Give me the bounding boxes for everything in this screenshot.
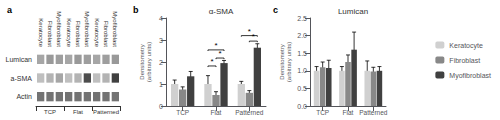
svg-text:(arbitrary units): (arbitrary units) — [286, 42, 292, 82]
svg-text:2.5: 2.5 — [297, 15, 307, 22]
svg-text:TCP: TCP — [176, 109, 189, 116]
svg-text:*: * — [248, 27, 251, 36]
svg-text:Actin: Actin — [16, 93, 32, 100]
svg-text:Fibroblast: Fibroblast — [103, 21, 109, 48]
svg-text:2.0: 2.0 — [297, 32, 307, 39]
svg-text:Fibroblast: Fibroblast — [449, 57, 480, 64]
svg-text:Myofibroblast: Myofibroblast — [449, 72, 491, 80]
svg-text:Lumican: Lumican — [338, 7, 368, 16]
svg-text:Flat: Flat — [73, 109, 83, 115]
svg-text:0.0: 0.0 — [297, 103, 307, 110]
svg-text:Myofibroblast: Myofibroblast — [84, 11, 90, 47]
svg-text:3: 3 — [159, 37, 163, 44]
svg-text:(arbitrary units): (arbitrary units) — [146, 42, 152, 82]
svg-text:Keratocyte: Keratocyte — [449, 42, 483, 50]
svg-text:1.0: 1.0 — [297, 67, 307, 74]
svg-text:0.5: 0.5 — [297, 85, 307, 92]
svg-text:Flat: Flat — [343, 109, 354, 116]
svg-text:Patterned: Patterned — [359, 109, 388, 116]
svg-text:Fibroblast: Fibroblast — [47, 21, 53, 48]
svg-text:4: 4 — [159, 15, 163, 22]
svg-text:TCP: TCP — [44, 109, 56, 115]
svg-text:Patterned: Patterned — [235, 109, 264, 116]
svg-text:Myofibroblast: Myofibroblast — [56, 11, 62, 47]
svg-text:Keratocyte: Keratocyte — [38, 18, 44, 47]
svg-text:*: * — [210, 57, 213, 66]
svg-text:*: * — [214, 41, 217, 50]
svg-text:c: c — [273, 5, 278, 15]
svg-text:Densitometry: Densitometry — [139, 44, 145, 79]
svg-text:1: 1 — [159, 81, 163, 88]
svg-text:Fibroblast: Fibroblast — [75, 21, 81, 48]
svg-text:b: b — [133, 5, 139, 15]
svg-text:a: a — [7, 5, 13, 15]
svg-text:Keratocyte: Keratocyte — [94, 18, 100, 47]
svg-text:Flat: Flat — [211, 109, 222, 116]
svg-text:TCP: TCP — [316, 109, 329, 116]
svg-text:Densitometry: Densitometry — [279, 44, 285, 79]
svg-text:0: 0 — [159, 103, 163, 110]
svg-text:2: 2 — [159, 59, 163, 66]
svg-text:Lumican: Lumican — [6, 56, 33, 63]
svg-text:Patterned: Patterned — [93, 109, 119, 115]
svg-text:α-SMA: α-SMA — [209, 7, 234, 16]
svg-text:a-SMA: a-SMA — [11, 75, 33, 82]
svg-text:Keratocyte: Keratocyte — [66, 18, 72, 47]
svg-text:*: * — [218, 49, 221, 58]
svg-text:1.5: 1.5 — [297, 50, 307, 57]
svg-text:Myofibroblast: Myofibroblast — [112, 11, 118, 47]
svg-text:*: * — [252, 32, 255, 41]
